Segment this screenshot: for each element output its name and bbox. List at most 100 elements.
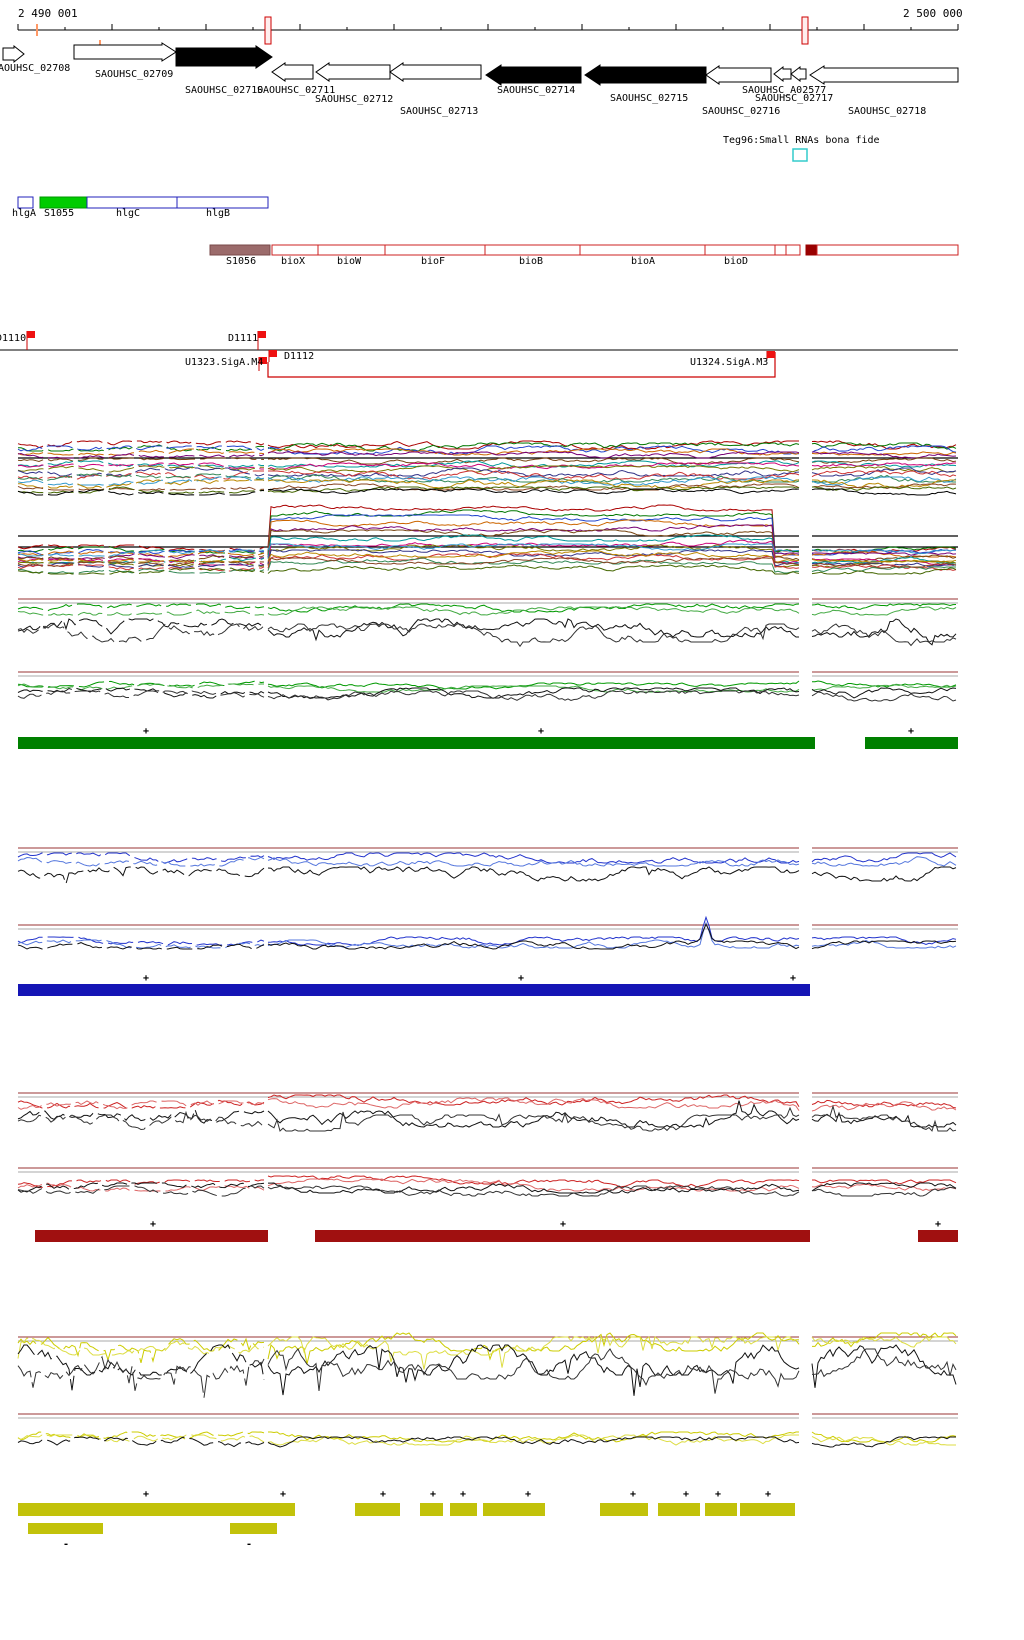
signal-series (811, 683, 957, 691)
signal-series (811, 1101, 957, 1112)
feature-box-hlgC[interactable] (86, 196, 178, 209)
signal-series (268, 470, 800, 480)
strand-bar-red[interactable] (918, 1230, 958, 1242)
strand-bar-yellow-bottom[interactable] (230, 1523, 277, 1534)
strand-bar-red[interactable] (315, 1230, 810, 1242)
axis-red-marker[interactable] (264, 16, 272, 45)
feature-box-hlgA[interactable] (17, 196, 34, 209)
signal-series (17, 936, 265, 946)
gene-arrow-SAOUHSC_02717[interactable] (790, 65, 807, 83)
feature-box-hlgB[interactable] (176, 196, 269, 209)
signal-series (18, 479, 264, 489)
gene-arrow-SAOUHSC_02710[interactable] (175, 45, 273, 69)
signal-series (267, 476, 800, 486)
signal-series (267, 606, 800, 616)
signal-series (17, 687, 265, 699)
gene-arrow-SAOUHSC_02716[interactable] (705, 65, 772, 85)
signal-series (17, 562, 265, 569)
signal-series (17, 440, 265, 449)
signal-series (267, 557, 800, 574)
strand-bar-green[interactable] (18, 737, 815, 749)
strand-bar-yellow[interactable] (705, 1503, 737, 1516)
tss-flag-D1112[interactable] (269, 350, 277, 357)
signal-series (17, 866, 265, 886)
signal-series (17, 467, 265, 477)
signal-series (267, 1100, 800, 1128)
signal-series (17, 561, 264, 568)
signal-series (17, 558, 265, 563)
signal-series (267, 923, 800, 950)
signal-series (811, 1435, 956, 1446)
feature-box-bioD[interactable] (704, 244, 776, 256)
signal-series (811, 476, 957, 486)
signal-series (812, 1179, 957, 1185)
tss-flag-D1111[interactable] (258, 331, 266, 338)
tss-flag-U1323.SigA.M4[interactable] (259, 357, 267, 364)
feature-box-unnamed[interactable] (816, 244, 959, 256)
gene-arrow-SAOUHSC_02715[interactable] (584, 64, 707, 86)
feature-box-bioB[interactable] (484, 244, 581, 256)
signal-series (17, 1110, 265, 1131)
gene-arrow-SAOUHSC_02712[interactable] (315, 62, 391, 82)
strand-bar-yellow[interactable] (658, 1503, 700, 1516)
signal-series (812, 451, 957, 459)
signal-series (268, 1431, 799, 1443)
signal-series (267, 557, 800, 566)
signal-series (17, 1099, 265, 1109)
strand-bar-yellow[interactable] (420, 1503, 443, 1516)
signal-series (17, 567, 265, 575)
feature-box-unnamed[interactable] (805, 244, 818, 256)
signal-series (811, 1104, 957, 1132)
strand-bar-blue[interactable] (18, 984, 810, 996)
gene-arrow-SAOUHSC_A02577[interactable] (773, 65, 792, 83)
signal-series (17, 1337, 265, 1359)
feature-box-unnamed[interactable] (774, 244, 787, 256)
axis-red-marker[interactable] (801, 16, 809, 45)
strand-bar-yellow[interactable] (450, 1503, 477, 1516)
signal-series (267, 1175, 800, 1188)
feature-box-bioX[interactable] (271, 244, 319, 256)
strand-bar-yellow[interactable] (600, 1503, 648, 1516)
signal-series (17, 1344, 265, 1391)
strand-bar-yellow[interactable] (18, 1503, 295, 1516)
signal-series (267, 685, 800, 693)
signal-series (17, 856, 265, 867)
gene-arrow-SAOUHSC_02713[interactable] (389, 62, 482, 82)
strand-bar-green[interactable] (865, 737, 958, 749)
signal-series (17, 680, 265, 688)
strand-bar-yellow-bottom[interactable] (28, 1523, 103, 1534)
feature-box-S1055[interactable] (39, 196, 88, 209)
strand-bar-yellow[interactable] (483, 1503, 545, 1516)
strand-bar-yellow[interactable] (740, 1503, 795, 1516)
teg96-box[interactable] (792, 148, 808, 162)
strand-bar-red[interactable] (35, 1230, 268, 1242)
gene-arrow-SAOUHSC_02709[interactable] (73, 42, 177, 62)
tss-flag-U1324.SigA.M3[interactable] (767, 351, 775, 358)
signal-series (267, 687, 800, 699)
tss-flag-D1110[interactable] (27, 331, 35, 338)
signal-series (811, 940, 957, 950)
gene-arrow-SAOUHSC_02718[interactable] (809, 65, 959, 85)
signal-series (811, 1336, 957, 1348)
feature-box-S1056[interactable] (209, 244, 271, 256)
signal-series (267, 1344, 800, 1396)
gene-arrow-SAOUHSC_02714[interactable] (485, 64, 582, 86)
signal-series (267, 440, 799, 450)
signal-series (17, 1355, 265, 1398)
signal-series (17, 603, 265, 612)
signal-series (811, 451, 957, 456)
signal-series (811, 440, 957, 450)
gene-arrow-SAOUHSC_02711[interactable] (271, 62, 314, 82)
signal-series (811, 550, 957, 558)
feature-box-bioA[interactable] (579, 244, 706, 256)
feature-box-bioW[interactable] (317, 244, 386, 256)
gene-arrow-SAOUHSC_02708[interactable] (2, 44, 25, 64)
feature-box-bioF[interactable] (384, 244, 486, 256)
feature-box-unnamed[interactable] (785, 244, 801, 256)
signal-series (267, 564, 800, 575)
signal-series (267, 451, 800, 459)
signal-series (17, 452, 265, 459)
strand-bar-yellow[interactable] (355, 1503, 400, 1516)
signal-series (811, 488, 957, 496)
